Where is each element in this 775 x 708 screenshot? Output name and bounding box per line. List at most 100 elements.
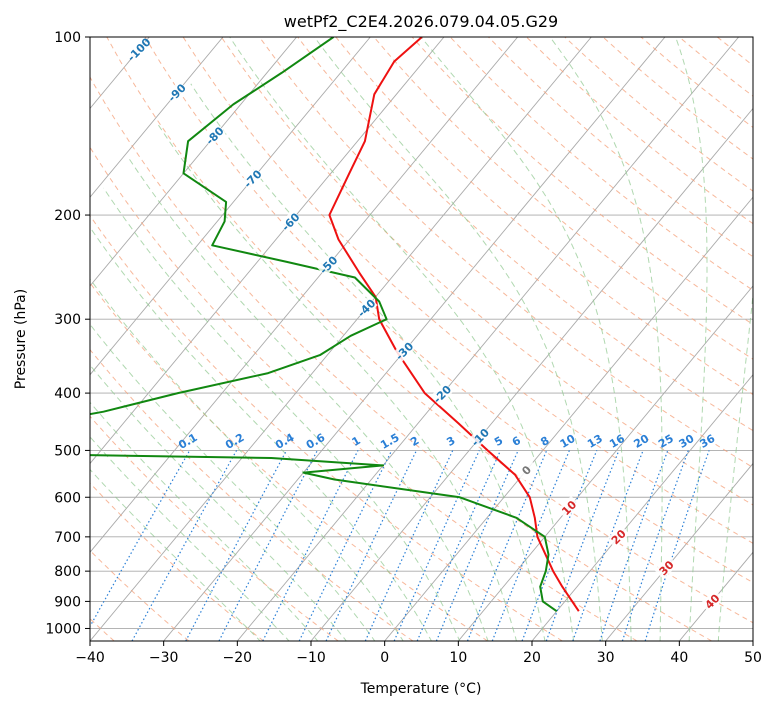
x-tick-label: −30 [149,650,179,666]
isotherm-line [90,37,518,553]
moist-adiabat-line [90,468,261,641]
isotherm-line [90,37,224,198]
x-tick-label: −20 [223,650,253,666]
isotherm-label-bg [202,123,227,148]
y-tick-label: 100 [54,30,81,46]
isotherm-line [90,37,445,465]
isotherm-label-bg [240,166,264,191]
plot-frame [89,36,754,642]
temperature-profile-line [328,37,580,612]
isotherm-line [605,462,753,641]
mixing-ratio-line [416,450,502,641]
mixing-ratio-line [131,450,238,641]
isotherm-line [384,196,753,641]
isotherm-label-bg [278,209,302,234]
moist-adiabat-line [90,364,347,641]
y-tick-label: 600 [54,490,81,506]
dry-adiabat-line [90,282,488,641]
mixing-ratio-line [545,450,620,641]
x-tick-label: 0 [380,650,389,666]
mixing-ratio-line [572,450,644,641]
y-tick-label: 400 [54,386,81,402]
moist-adiabat-line [90,436,290,641]
isotherm-label-bg [316,252,340,277]
isotherm-label-bg [654,555,678,580]
moist-adiabat-line [156,123,518,641]
isotherm-label-bg [606,524,630,549]
y-tick-label: 500 [54,443,81,459]
moist-adiabat-line [90,323,376,641]
y-tick-label: 300 [54,312,81,328]
isotherm-label-bg [126,37,151,61]
isotherm-line [236,37,739,641]
moist-adiabat-line [90,401,319,641]
sounding-series [90,37,580,613]
isotherm-line [90,37,592,641]
axes: −40 −30 −20 −10 0 10 20 30 40 50 100 200 300 400 500 60… [45,30,762,666]
dry-adiabat-line [106,37,753,624]
x-tick-label: 50 [744,650,762,666]
isotherm-line [90,37,371,376]
x-tick-label: −10 [296,650,326,666]
isotherm-label-bg [514,458,538,482]
mixing-ratio-line [466,450,548,641]
x-tick-label: 20 [523,650,541,666]
mixing-ratio-line [435,450,519,641]
dry-adiabat-line [90,146,638,641]
mixing-ratio-line [90,450,191,628]
dry-adiabat-line [182,37,753,544]
moist-adiabat-line [313,37,603,641]
dry-adiabat-line [90,549,190,641]
dewpoint-profile-line [90,37,558,613]
isotherm-line [457,285,753,641]
moist-adiabat-line [90,226,432,641]
mixing-ratio-line [599,450,669,641]
y-tick-label: 900 [54,594,81,610]
moist-adiabat-line [90,278,404,641]
mixing-ratio-line [393,450,480,641]
isotherm-line [163,37,666,641]
dry-adiabat-line [90,482,264,641]
mixing-ratio-line [521,450,598,641]
isotherm-label-bg [556,495,581,520]
isotherm-label-bg [700,589,724,613]
mixing-ratio-line [644,450,710,641]
y-tick-label: 200 [54,208,81,224]
dry-adiabat-line [220,37,753,506]
mixing-ratio-line [621,450,689,641]
y-tick-label: 1000 [45,621,81,637]
isotherm-label-bg [468,425,492,449]
moist-adiabat-line [190,83,546,641]
isotherm-label-bg [430,382,454,406]
x-tick-label: 10 [449,650,467,666]
mixing-ratio-line [491,450,570,641]
moist-adiabat-line [103,187,461,641]
isotherm-label-bg [164,80,189,104]
moist-adiabat-line [229,37,575,641]
moist-adiabat-line [127,157,489,641]
moist-adiabat-line [420,37,632,641]
x-axis-title: Temperature (°C) [360,681,482,697]
dry-adiabat-line [90,76,712,641]
isotherm-label-bg [392,339,416,363]
y-axis-title: Pressure (hPa) [13,289,29,389]
x-tick-label: 30 [597,650,615,666]
dry-adiabat-line [144,37,753,584]
y-tick-label: 700 [54,530,81,546]
moist-adiabat-line [549,37,663,641]
x-tick-label: −40 [75,650,105,666]
dry-adiabat-line [335,37,753,396]
mixing-ratio-line [185,450,288,641]
moist-adiabat-line [675,37,708,641]
dry-adiabat-line [411,37,753,326]
dry-adiabat-line [90,214,563,641]
chart-title: wetPf2_C2E4.2026.079.04.05.G29 [284,12,558,32]
y-tick-label: 800 [54,564,81,580]
isotherm-label-bg [354,295,378,320]
dry-adiabat-line [297,37,753,432]
x-tick-label: 40 [670,650,688,666]
mixing-ratio-line [262,450,359,641]
